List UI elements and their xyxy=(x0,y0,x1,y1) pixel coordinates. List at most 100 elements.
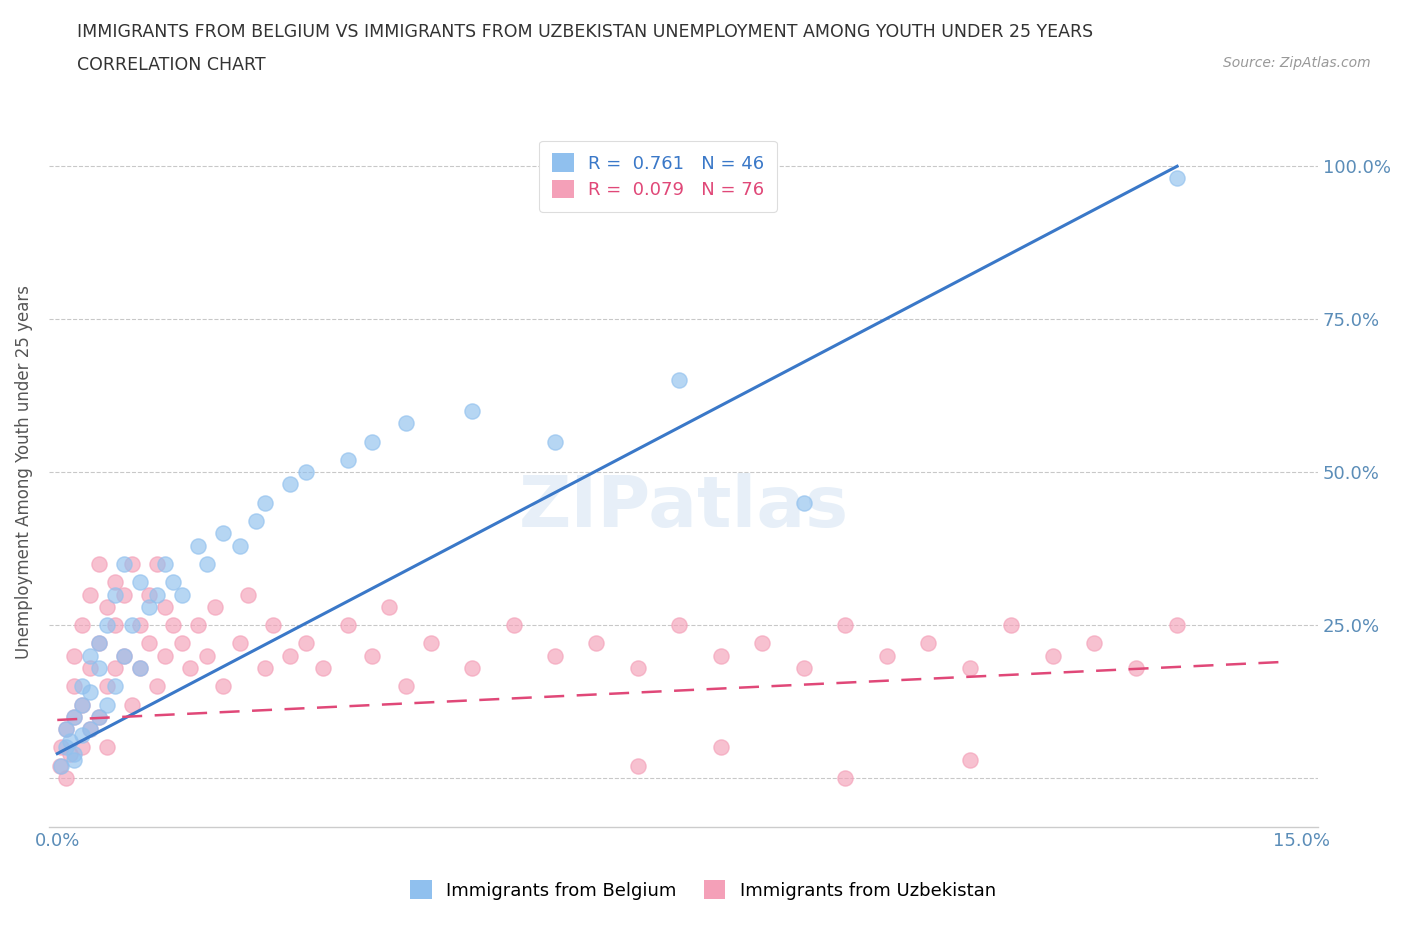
Point xyxy=(187,538,209,553)
Point xyxy=(187,618,209,632)
Point xyxy=(70,728,93,743)
Point xyxy=(70,698,93,712)
Point xyxy=(63,710,86,724)
Point xyxy=(112,648,135,663)
Point xyxy=(195,556,218,571)
Text: Source: ZipAtlas.com: Source: ZipAtlas.com xyxy=(1223,56,1371,70)
Point xyxy=(79,722,101,737)
Point xyxy=(793,660,815,675)
Point xyxy=(212,679,235,694)
Y-axis label: Unemployment Among Youth under 25 years: Unemployment Among Youth under 25 years xyxy=(15,286,32,659)
Point xyxy=(395,679,418,694)
Point xyxy=(395,416,418,431)
Point xyxy=(49,758,72,773)
Point xyxy=(138,599,160,614)
Point xyxy=(138,587,160,602)
Point xyxy=(153,648,176,663)
Point xyxy=(295,465,318,480)
Point xyxy=(55,740,77,755)
Point xyxy=(129,660,152,675)
Point xyxy=(245,513,267,528)
Point xyxy=(793,496,815,511)
Point xyxy=(87,710,110,724)
Point xyxy=(129,575,152,590)
Point xyxy=(710,740,733,755)
Point xyxy=(1125,660,1147,675)
Point xyxy=(1166,618,1188,632)
Point xyxy=(63,648,86,663)
Point xyxy=(121,618,143,632)
Point xyxy=(63,679,86,694)
Point xyxy=(212,525,235,540)
Point xyxy=(146,587,169,602)
Point xyxy=(70,698,93,712)
Point xyxy=(79,685,101,700)
Point xyxy=(1083,636,1105,651)
Point xyxy=(104,618,127,632)
Point xyxy=(96,740,118,755)
Point xyxy=(153,556,176,571)
Point xyxy=(312,660,335,675)
Point xyxy=(170,636,193,651)
Point xyxy=(419,636,441,651)
Point xyxy=(253,496,276,511)
Point xyxy=(461,660,484,675)
Point xyxy=(361,648,384,663)
Point xyxy=(461,404,484,418)
Point xyxy=(336,618,359,632)
Legend: R =  0.761   N = 46, R =  0.079   N = 76: R = 0.761 N = 46, R = 0.079 N = 76 xyxy=(540,140,778,212)
Point xyxy=(87,636,110,651)
Point xyxy=(585,636,607,651)
Text: IMMIGRANTS FROM BELGIUM VS IMMIGRANTS FROM UZBEKISTAN UNEMPLOYMENT AMONG YOUTH U: IMMIGRANTS FROM BELGIUM VS IMMIGRANTS FR… xyxy=(77,23,1094,41)
Point xyxy=(55,722,77,737)
Point xyxy=(87,710,110,724)
Point xyxy=(79,722,101,737)
Point xyxy=(79,660,101,675)
Point xyxy=(121,556,143,571)
Point xyxy=(170,587,193,602)
Point xyxy=(253,660,276,675)
Point xyxy=(63,746,86,761)
Point xyxy=(544,434,567,449)
Point xyxy=(121,698,143,712)
Point xyxy=(502,618,524,632)
Text: CORRELATION CHART: CORRELATION CHART xyxy=(77,56,266,73)
Point xyxy=(104,587,127,602)
Point xyxy=(129,618,152,632)
Point xyxy=(146,679,169,694)
Point xyxy=(112,556,135,571)
Point xyxy=(378,599,401,614)
Point xyxy=(96,618,118,632)
Point xyxy=(917,636,939,651)
Point xyxy=(112,648,135,663)
Point xyxy=(70,618,93,632)
Point xyxy=(96,679,118,694)
Point xyxy=(59,746,82,761)
Point xyxy=(179,660,201,675)
Point xyxy=(336,453,359,468)
Point xyxy=(834,618,856,632)
Point xyxy=(236,587,259,602)
Point xyxy=(87,636,110,651)
Point xyxy=(112,587,135,602)
Point xyxy=(229,636,252,651)
Point xyxy=(55,771,77,786)
Point xyxy=(361,434,384,449)
Point xyxy=(295,636,318,651)
Point xyxy=(63,752,86,767)
Point xyxy=(751,636,773,651)
Point xyxy=(876,648,898,663)
Point xyxy=(262,618,284,632)
Point xyxy=(63,710,86,724)
Point xyxy=(278,648,301,663)
Point xyxy=(710,648,733,663)
Point xyxy=(51,758,73,773)
Point xyxy=(1166,171,1188,186)
Point xyxy=(146,556,169,571)
Point xyxy=(79,587,101,602)
Point xyxy=(55,722,77,737)
Point xyxy=(70,679,93,694)
Text: ZIPatlas: ZIPatlas xyxy=(519,473,849,542)
Point xyxy=(1000,618,1022,632)
Point xyxy=(79,648,101,663)
